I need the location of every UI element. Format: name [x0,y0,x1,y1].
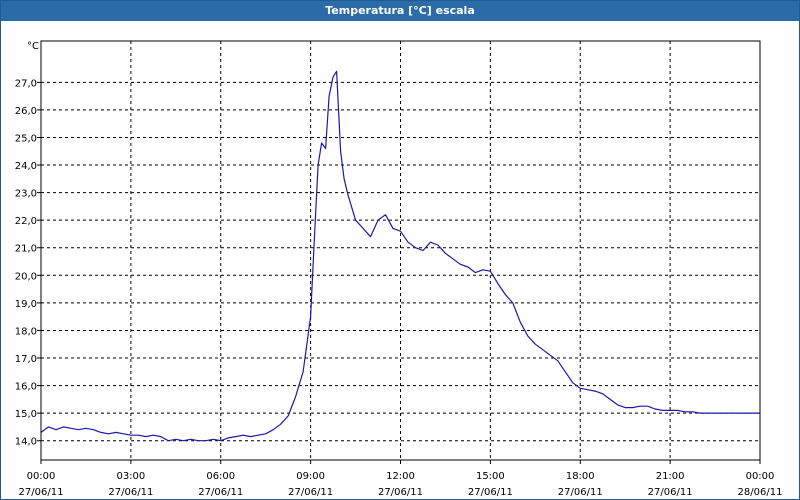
x-axis-ticks: 00:00 27/06/11 03:00 27/06/11 06:00 27/06/11 0… [19,460,783,498]
y-tick-label: 23,0 [15,189,37,200]
y-tick-label: 21,0 [15,244,37,255]
x-tick-time-label: 12:00 [386,471,415,482]
x-tick-date-label: 27/06/11 [648,487,693,498]
x-tick-date-label: 27/06/11 [468,487,513,498]
grid [41,41,760,460]
y-tick-label: 15,0 [15,409,37,420]
x-tick-date-label: 27/06/11 [19,487,64,498]
y-tick-label: 27,0 [15,78,37,89]
y-tick-label: 26,0 [15,106,37,117]
y-axis-unit-label: °C [27,41,39,52]
x-tick-date-label: 27/06/11 [198,487,243,498]
x-tick-time-label: 00:00 [746,471,775,482]
x-tick-time-label: 15:00 [476,471,505,482]
y-tick-label: 19,0 [15,299,37,310]
y-tick-label: 14,0 [15,437,37,448]
y-tick-label: 16,0 [15,382,37,393]
y-axis-ticks: 27,0 26,0 25,0 24,0 23,0 22,0 21,0 20,0 19,0 18,0… [15,78,41,448]
chart-title: Temperatura [°C] escala [1,1,799,21]
x-tick-date-label: 27/06/11 [108,487,153,498]
series-layer [40,70,760,442]
y-tick-label: 22,0 [15,216,37,227]
y-tick-label: 25,0 [15,133,37,144]
x-tick-date-label: 27/06/11 [288,487,333,498]
y-tick-label: 18,0 [15,326,37,337]
x-tick-time-label: 03:00 [116,471,145,482]
y-tick-label: 24,0 [15,161,37,172]
x-tick-date-label: 27/06/11 [378,487,423,498]
y-tick-label: 20,0 [15,271,37,282]
x-tick-time-label: 06:00 [206,471,235,482]
x-tick-date-label: 27/06/11 [558,487,603,498]
y-tick-label: 17,0 [15,354,37,365]
x-tick-time-label: 21:00 [656,471,685,482]
temperature-series-line [40,70,760,442]
x-tick-time-label: 00:00 [27,471,56,482]
x-tick-date-label: 28/06/11 [738,487,783,498]
x-tick-time-label: 09:00 [296,471,325,482]
x-tick-time-label: 18:00 [566,471,595,482]
